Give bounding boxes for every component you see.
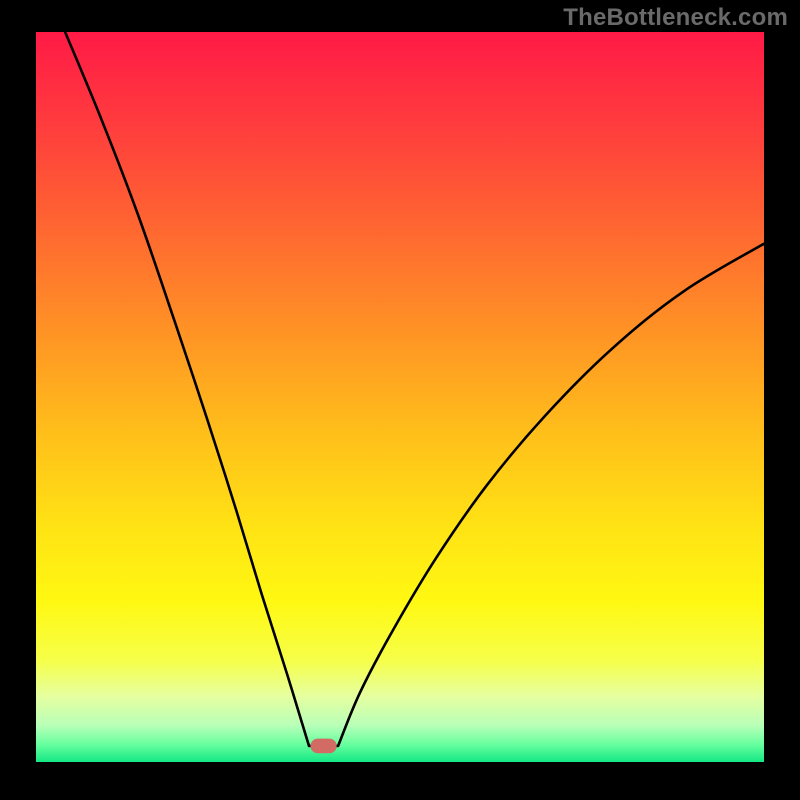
bottleneck-chart	[0, 0, 800, 800]
plot-background	[36, 32, 764, 762]
optimum-marker	[310, 739, 336, 754]
